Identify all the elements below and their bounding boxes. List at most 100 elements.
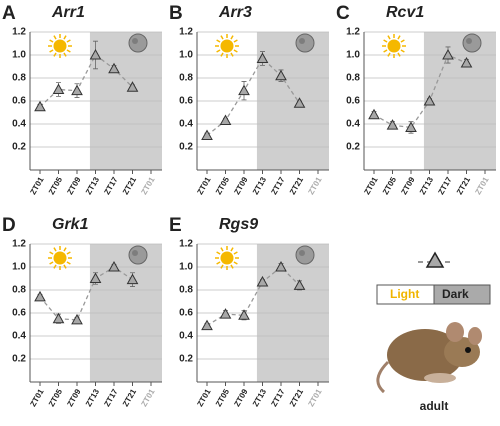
- data-line: [206, 57, 301, 137]
- sun-ray: [216, 251, 221, 255]
- x-tick-label: ZT01: [139, 175, 156, 196]
- sun-ray: [53, 264, 57, 269]
- data-point: [442, 48, 454, 60]
- x-tick-label: ZT01: [306, 387, 323, 408]
- y-tick-label: 1.2: [346, 27, 360, 38]
- x-tick-label: ZT09: [232, 175, 249, 196]
- sun-ray: [63, 52, 67, 57]
- x-tick-label: ZT05: [47, 387, 64, 408]
- data-point: [71, 313, 83, 325]
- sun-ray: [230, 52, 234, 57]
- legend-dark-box: [433, 284, 491, 305]
- chart-title: Grk1: [52, 216, 89, 233]
- sun-ray: [230, 247, 234, 252]
- y-tick-label: 1.2: [12, 239, 26, 250]
- sun-ray: [400, 49, 405, 53]
- x-tick-label: ZT01: [28, 175, 45, 196]
- y-tick-label: 0.4: [179, 119, 193, 130]
- sun-ray: [220, 52, 224, 57]
- sun-ray: [220, 264, 224, 269]
- data-point: [368, 108, 380, 120]
- moon-crater: [466, 38, 472, 44]
- x-tick-label: ZT17: [269, 175, 286, 196]
- x-tick-label: ZT21: [121, 175, 138, 196]
- sun-ray: [49, 261, 54, 265]
- data-point: [238, 309, 250, 320]
- x-tick-label: ZT01: [195, 175, 212, 196]
- data-point: [34, 290, 46, 302]
- sun-ray: [216, 39, 221, 43]
- data-point: [275, 69, 287, 81]
- panel-letter: D: [2, 215, 16, 236]
- sun-ray: [233, 49, 238, 53]
- caption: adult: [420, 399, 449, 413]
- data-point: [423, 94, 436, 106]
- sun-ray: [53, 52, 57, 57]
- sun-ray: [383, 39, 388, 43]
- mouse-illustration: [376, 322, 482, 394]
- x-tick-label: ZT09: [399, 175, 416, 196]
- data-point: [293, 97, 306, 108]
- sun-ray: [49, 251, 54, 255]
- data-point: [108, 62, 120, 74]
- chart-title: Arr1: [51, 4, 85, 21]
- chart-title: Rgs9: [219, 216, 258, 233]
- sun: [53, 39, 67, 53]
- y-tick-label: 0.8: [12, 285, 26, 296]
- sun-ray: [233, 261, 238, 265]
- x-tick-label: ZT05: [214, 387, 231, 408]
- sun-ray: [220, 35, 224, 40]
- y-tick-label: 0.6: [179, 96, 193, 107]
- y-tick-label: 1.2: [12, 27, 26, 38]
- data-point: [256, 52, 269, 63]
- data-line: [39, 266, 133, 321]
- sun-ray: [230, 264, 234, 269]
- chart-title: Rcv1: [386, 4, 424, 21]
- legend-marker: [425, 251, 445, 268]
- data-point: [405, 121, 417, 132]
- x-tick-label: ZT05: [47, 175, 64, 196]
- data-point: [256, 275, 269, 287]
- x-tick-label: ZT21: [288, 175, 305, 196]
- y-tick-label: 0.6: [179, 308, 193, 319]
- x-tick-label: ZT17: [102, 175, 119, 196]
- legend-light: Light: [390, 287, 419, 301]
- y-tick-label: 1.0: [346, 50, 360, 61]
- y-tick-label: 0.6: [12, 96, 26, 107]
- y-tick-label: 1.0: [179, 50, 193, 61]
- legend: Light Dark adult: [376, 251, 491, 413]
- sun-ray: [397, 52, 401, 57]
- sun-ray: [387, 52, 391, 57]
- y-tick-label: 0.4: [179, 331, 193, 342]
- x-tick-label: ZT13: [251, 175, 268, 196]
- data-point: [89, 48, 102, 60]
- data-point: [52, 312, 65, 324]
- sun-ray: [400, 39, 405, 43]
- x-tick-label: ZT17: [102, 387, 119, 408]
- sun-ray: [230, 35, 234, 40]
- y-tick-label: 1.2: [179, 239, 193, 250]
- y-tick-label: 0.2: [12, 354, 26, 365]
- legend-dark: Dark: [442, 287, 469, 301]
- sun-ray: [233, 39, 238, 43]
- y-tick-label: 0.8: [346, 73, 360, 84]
- sun-ray: [63, 264, 67, 269]
- y-tick-label: 0.4: [12, 331, 26, 342]
- x-tick-label: ZT17: [269, 387, 286, 408]
- y-tick-label: 0.6: [12, 308, 26, 319]
- panel-letter: B: [169, 3, 183, 24]
- sun-ray: [66, 261, 71, 265]
- sun-ray: [53, 35, 57, 40]
- x-tick-label: ZT17: [436, 175, 453, 196]
- sun: [220, 251, 234, 265]
- moon-crater: [299, 250, 305, 256]
- data-point: [386, 119, 399, 130]
- x-tick-label: ZT13: [251, 387, 268, 408]
- y-tick-label: 0.4: [346, 119, 360, 130]
- data-point: [219, 308, 232, 319]
- sun-ray: [216, 261, 221, 265]
- data-point: [460, 57, 473, 68]
